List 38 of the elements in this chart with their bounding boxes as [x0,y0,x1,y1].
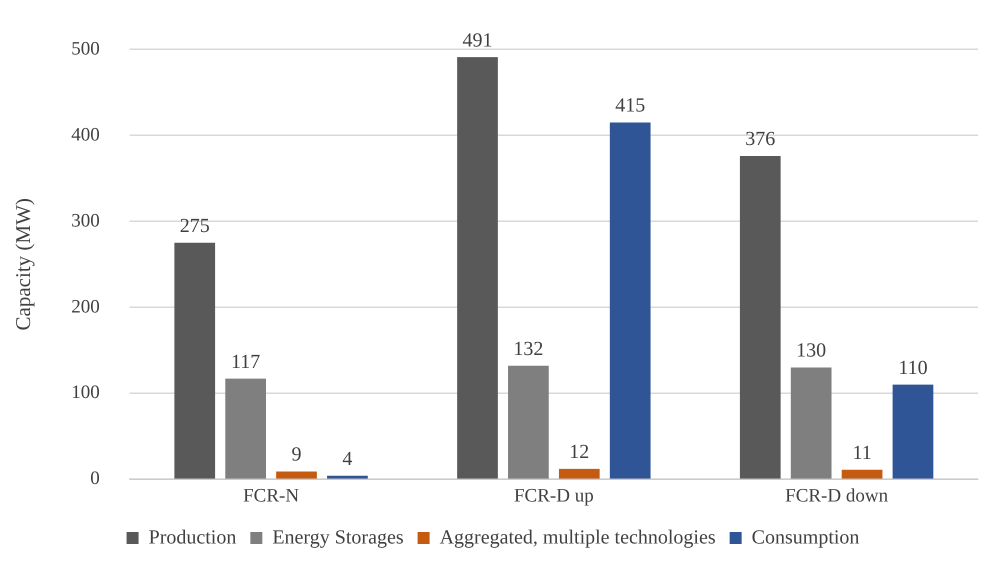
y-tick-label: 0 [90,468,100,490]
bar [558,468,600,478]
bar [457,57,498,478]
x-tick-label: FCR-D down [785,486,889,507]
bar [610,122,651,478]
data-label: 9 [292,444,302,466]
bar [225,378,266,478]
data-label: 275 [180,215,210,238]
legend-label: Energy Storages [272,526,404,548]
bar [740,156,781,478]
legend-label: Aggregated, multiple technologies [440,526,716,548]
bar [327,476,368,478]
data-label: 4 [342,448,352,470]
y-tick-label: 500 [71,38,100,60]
data-label: 12 [569,441,590,464]
y-tick-label: 200 [71,296,100,318]
y-tick-label: 300 [71,210,100,232]
bar [508,366,549,478]
x-tick-label: FCR-N [243,486,300,507]
bar [842,470,882,478]
bar [892,384,934,478]
data-label: 130 [796,340,826,362]
bar [174,242,216,478]
data-label: 132 [513,338,544,360]
data-label: 376 [745,128,776,150]
bar [790,367,832,478]
data-label: 117 [231,350,260,373]
bar [276,471,317,478]
y-axis-title: Capacity (MW) [11,198,36,330]
y-tick-label: 100 [71,382,100,404]
data-label: 110 [898,356,928,379]
y-tick-label: 400 [71,124,100,146]
legend-label: Consumption [752,526,860,548]
data-label: 11 [852,442,872,464]
data-label: 415 [615,94,646,117]
legend-label: Production [148,526,236,548]
x-tick-label: FCR-D up [514,486,594,507]
data-label: 491 [462,29,493,52]
